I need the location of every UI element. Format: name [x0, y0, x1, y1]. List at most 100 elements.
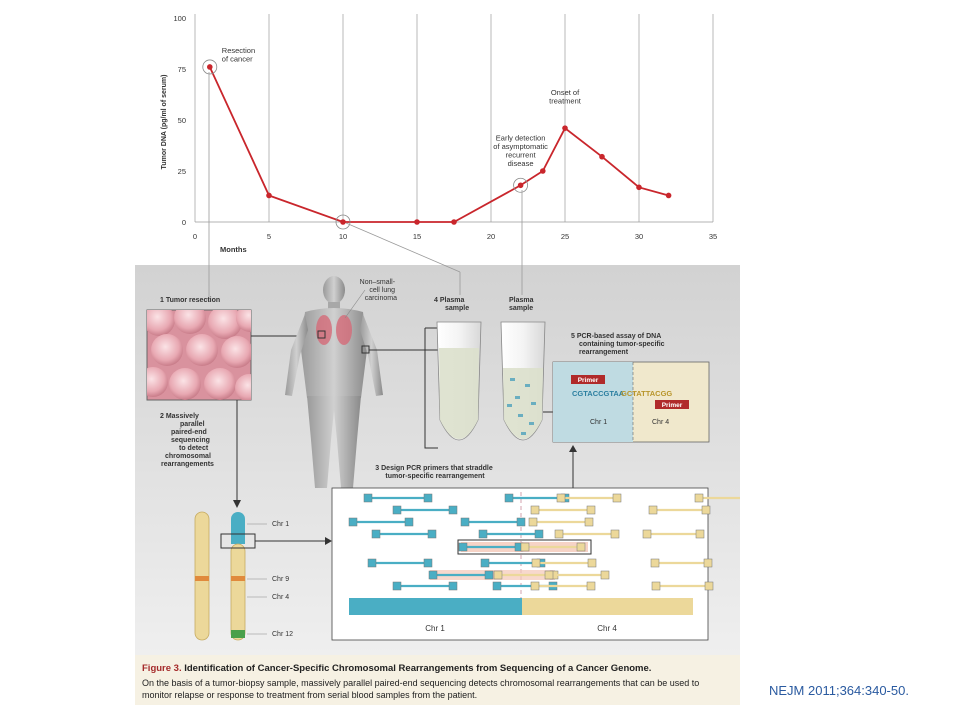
y-axis-ticks: 0 25 50 75 100 — [173, 14, 186, 227]
plasma-tube-2 — [500, 321, 546, 441]
read-end — [460, 517, 470, 527]
step1-label: 1 Tumor resection — [160, 297, 220, 304]
chr9-label: Chr 9 — [272, 576, 289, 583]
read-end — [531, 558, 541, 568]
nsclc-label: Non–small- cell lung carcinoma — [360, 279, 397, 302]
data-point — [636, 184, 642, 191]
read-end — [458, 542, 468, 552]
read-end — [554, 529, 564, 539]
read-end — [427, 529, 437, 539]
read-end — [392, 581, 402, 591]
figure-panel: 0 25 50 75 100 0 5 10 15 20 25 30 35 Tumor DNA (pg/… — [135, 0, 740, 705]
read-end — [448, 581, 458, 591]
paired-end-reads-box: Chr 1 Chr 4 — [331, 487, 740, 641]
x-axis-ticks: 0 5 10 15 20 25 30 35 — [193, 232, 717, 241]
read-end — [530, 581, 540, 591]
step5-label: 5 PCR-based assay of DNA containing tumo… — [571, 333, 667, 356]
read-end — [493, 570, 503, 580]
chart-annotation: Early detection of asymptomatic recurrent d… — [493, 133, 548, 168]
read-end — [695, 529, 705, 539]
read-end — [648, 505, 658, 515]
read-end — [704, 581, 714, 591]
tumor-dna-line-chart: 0 25 50 75 100 0 5 10 15 20 25 30 35 Tumor DNA (pg/… — [135, 0, 740, 265]
read-end — [371, 529, 381, 539]
caption-title-text: Identification of Cancer-Specific Chromo… — [184, 663, 652, 674]
sequence-chr1: CGTACCGTAA — [572, 389, 625, 398]
caption-title: Figure 3. Identification of Cancer-Speci… — [142, 663, 651, 674]
read-end — [703, 558, 713, 568]
read-end — [423, 558, 433, 568]
data-point — [540, 168, 546, 174]
read-end — [612, 493, 622, 503]
read-end — [642, 529, 652, 539]
y-axis-label: Tumor DNA (pg/ml of serum) — [161, 75, 168, 170]
read-end — [363, 493, 373, 503]
read-end — [530, 505, 540, 515]
x-tick-label: 30 — [635, 232, 643, 241]
read-end — [576, 542, 586, 552]
read-end — [651, 581, 661, 591]
read-end — [610, 529, 620, 539]
read-end — [600, 570, 610, 580]
step4-label: 4 Plasma sample — [434, 297, 469, 312]
connector-line — [345, 222, 461, 273]
primer-tag-1: Primer — [578, 377, 599, 384]
x-tick-label: 35 — [709, 232, 717, 241]
x-tick-label: 25 — [561, 232, 569, 241]
plasma-tube-1 — [436, 321, 482, 441]
highlight-circle — [202, 59, 218, 75]
read-end — [392, 505, 402, 515]
tumor-cells-image — [146, 309, 252, 401]
read-end — [534, 529, 544, 539]
data-point — [414, 219, 420, 225]
read-end — [528, 517, 538, 527]
read-end — [480, 558, 490, 568]
y-tick-label: 100 — [173, 14, 186, 23]
step2-label: 2 Massively parallel paired-end sequenci… — [160, 413, 214, 468]
read-end — [520, 542, 530, 552]
read-end — [367, 558, 377, 568]
data-point — [665, 192, 672, 199]
assay-chr1-label: Chr 1 — [590, 419, 607, 426]
x-tick-label: 20 — [487, 232, 495, 241]
read-end — [650, 558, 660, 568]
read-end — [516, 517, 526, 527]
step3-label: 3 Design PCR primers that straddle tumor… — [375, 465, 494, 480]
figure-number: Figure 3. — [142, 663, 182, 674]
y-tick-label: 75 — [178, 65, 186, 74]
y-tick-label: 25 — [178, 167, 186, 176]
read-end — [586, 505, 596, 515]
sequence-chr4: GCTATTACGG — [621, 389, 672, 398]
highlight-circle — [513, 177, 529, 193]
plasma-sample-label: Plasma sample — [509, 297, 535, 312]
read-end — [423, 493, 433, 503]
data-point — [340, 219, 346, 225]
data-point — [599, 153, 605, 160]
y-tick-label: 0 — [182, 218, 186, 227]
chart-annotation: Onset of treatment — [549, 88, 582, 106]
data-point — [517, 182, 524, 189]
read-end — [694, 493, 704, 503]
read-end — [478, 529, 488, 539]
assay-chr4-label: Chr 4 — [652, 419, 669, 426]
x-axis-label: Months — [220, 245, 247, 254]
data-point — [562, 125, 568, 131]
data-point — [451, 219, 457, 225]
chr4-label: Chr 4 — [272, 594, 289, 601]
citation-text: NEJM 2011;364:340-50. — [769, 683, 909, 698]
read-end — [701, 505, 711, 515]
x-tick-label: 0 — [193, 232, 197, 241]
read-end — [448, 505, 458, 515]
y-tick-label: 50 — [178, 116, 186, 125]
read-end — [544, 570, 554, 580]
chr12-label: Chr 12 — [272, 631, 293, 638]
chromosome-pair — [194, 511, 256, 641]
chart-annotations: Resection of cancer Early detection of asym… — [222, 46, 582, 168]
read-end — [404, 517, 414, 527]
bar-chr1-label: Chr 1 — [425, 624, 445, 633]
chr1-label: Chr 1 — [272, 521, 289, 528]
data-point — [207, 64, 213, 70]
read-end — [586, 581, 596, 591]
caption-body: On the basis of a tumor-biopsy sample, m… — [142, 678, 700, 700]
diagram-panel: 1 Tumor resection — [135, 72, 740, 655]
